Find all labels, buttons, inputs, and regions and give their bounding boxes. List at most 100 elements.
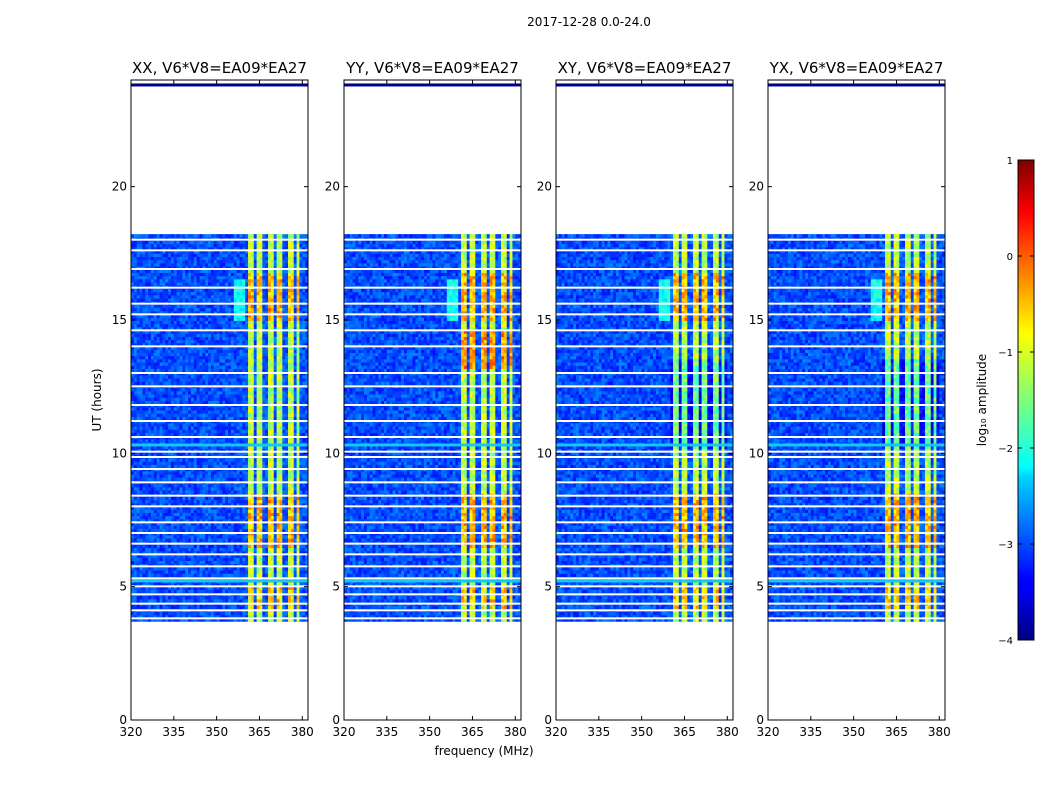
heatmap-cell xyxy=(225,589,228,593)
heatmap-cell xyxy=(142,596,145,600)
heatmap-cell xyxy=(271,561,274,565)
heatmap-cell xyxy=(294,561,297,565)
heatmap-cell xyxy=(202,535,205,539)
heatmap-cell xyxy=(188,557,191,561)
heatmap-cell xyxy=(208,561,211,565)
heatmap-cell xyxy=(174,561,177,565)
heatmap-cell xyxy=(200,599,203,603)
heatmap-cell xyxy=(245,605,248,609)
heatmap-cell xyxy=(248,599,251,603)
heatmap-cell xyxy=(299,605,302,609)
heatmap-cell xyxy=(277,599,280,603)
heatmap-cell xyxy=(200,557,203,561)
heatmap-cell xyxy=(285,545,288,549)
heatmap-cell xyxy=(237,561,240,565)
heatmap-cell xyxy=(214,599,217,603)
heatmap-cell xyxy=(245,561,248,565)
heatmap-cell xyxy=(220,545,223,549)
heatmap-cell xyxy=(191,538,194,542)
heatmap-cell xyxy=(251,561,254,565)
heatmap-cell xyxy=(174,567,177,571)
heatmap-cell xyxy=(220,548,223,552)
heatmap-cell xyxy=(197,612,200,616)
heatmap-cell xyxy=(259,589,262,593)
heatmap-cell xyxy=(165,612,168,616)
heatmap-cell xyxy=(205,599,208,603)
heatmap-cell xyxy=(197,589,200,593)
heatmap-cell xyxy=(302,538,305,542)
heatmap-cell xyxy=(180,545,183,549)
heatmap-cell xyxy=(288,535,291,539)
heatmap-cell xyxy=(254,545,257,549)
heatmap-cell xyxy=(174,557,177,561)
heatmap-cell xyxy=(257,605,260,609)
heatmap-cell xyxy=(259,535,262,539)
heatmap-cell xyxy=(162,548,165,552)
heatmap-cell xyxy=(165,538,168,542)
heatmap-cell xyxy=(279,557,282,561)
heatmap-cell xyxy=(214,570,217,574)
heatmap-cell xyxy=(180,557,183,561)
heatmap-cell xyxy=(180,561,183,565)
heatmap-cell xyxy=(205,548,208,552)
heatmap-cell xyxy=(274,535,277,539)
heatmap-cell xyxy=(202,557,205,561)
heatmap-cell xyxy=(214,538,217,542)
heatmap-cell xyxy=(168,557,171,561)
heatmap-cell xyxy=(165,596,168,600)
heatmap-cell xyxy=(237,535,240,539)
heatmap-cell xyxy=(202,548,205,552)
heatmap-cell xyxy=(211,605,214,609)
heatmap-cell xyxy=(254,596,257,600)
heatmap-cell xyxy=(277,596,280,600)
heatmap-cell xyxy=(154,573,157,577)
heatmap-cell xyxy=(160,567,163,571)
heatmap-cell xyxy=(299,599,302,603)
heatmap-cell xyxy=(279,573,282,577)
heatmap-cell xyxy=(282,545,285,549)
heatmap-cell xyxy=(225,545,228,549)
heatmap-cell xyxy=(137,538,140,542)
heatmap-cell xyxy=(237,573,240,577)
heatmap-cell xyxy=(137,561,140,565)
heatmap-cell xyxy=(185,596,188,600)
heatmap-cell xyxy=(259,570,262,574)
heatmap-cell xyxy=(234,573,237,577)
heatmap-cell xyxy=(205,561,208,565)
heatmap-cell xyxy=(279,545,282,549)
heatmap-cell xyxy=(297,557,300,561)
heatmap-cell xyxy=(302,545,305,549)
heatmap-cell xyxy=(200,570,203,574)
heatmap-cell xyxy=(294,538,297,542)
heatmap-cell xyxy=(248,567,251,571)
heatmap-cell xyxy=(220,612,223,616)
heatmap-cell xyxy=(168,596,171,600)
heatmap-cell xyxy=(145,538,148,542)
heatmap-cell xyxy=(157,570,160,574)
heatmap-cell xyxy=(302,535,305,539)
heatmap-cell xyxy=(188,561,191,565)
heatmap-cell xyxy=(217,612,220,616)
heatmap-cell xyxy=(231,612,234,616)
heatmap-cell xyxy=(274,548,277,552)
heatmap-cell xyxy=(185,557,188,561)
heatmap-cell xyxy=(208,545,211,549)
heatmap-cell xyxy=(157,599,160,603)
heatmap-cell xyxy=(162,570,165,574)
heatmap-cell xyxy=(294,599,297,603)
heatmap-cell xyxy=(200,548,203,552)
heatmap-cell xyxy=(285,573,288,577)
heatmap-cell xyxy=(142,545,145,549)
heatmap-cell xyxy=(180,538,183,542)
heatmap-cell xyxy=(220,599,223,603)
heatmap-cell xyxy=(282,589,285,593)
heatmap-cell xyxy=(274,573,277,577)
heatmap-cell xyxy=(180,599,183,603)
heatmap-cell xyxy=(294,589,297,593)
heatmap-cell xyxy=(251,567,254,571)
heatmap-cell xyxy=(220,570,223,574)
heatmap-cell xyxy=(242,573,245,577)
heatmap-cell xyxy=(168,570,171,574)
heatmap-cell xyxy=(174,535,177,539)
heatmap-cell xyxy=(268,605,271,609)
